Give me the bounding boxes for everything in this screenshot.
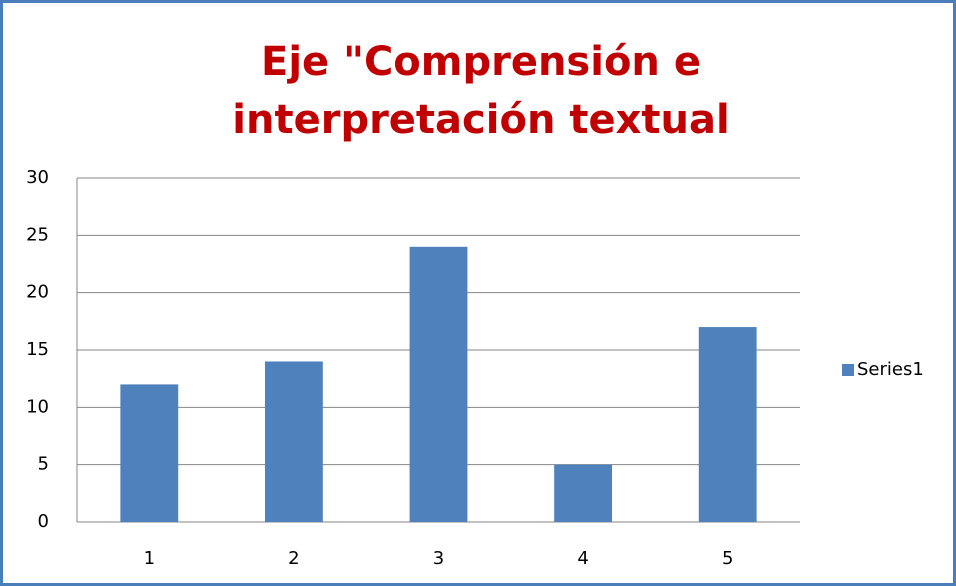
bar bbox=[409, 246, 468, 523]
bar bbox=[264, 361, 323, 522]
x-tick-label: 3 bbox=[433, 548, 444, 569]
y-tick-label: 20 bbox=[26, 282, 49, 303]
bar bbox=[698, 327, 757, 522]
chart-title: Eje "Comprensión e interpretación textua… bbox=[232, 39, 730, 143]
x-tick-label: 1 bbox=[144, 548, 155, 569]
y-tick-label: 30 bbox=[26, 167, 49, 188]
bar bbox=[120, 384, 179, 522]
bar bbox=[554, 464, 613, 522]
legend-swatch bbox=[842, 364, 854, 376]
x-tick-label: 5 bbox=[722, 548, 733, 569]
x-tick-label: 4 bbox=[577, 548, 588, 569]
y-tick-label: 15 bbox=[26, 339, 49, 360]
chart: 0 5 10 15 20 25 30 1 2 3 4 5 Series1 bbox=[26, 167, 924, 569]
y-tick-label: 5 bbox=[38, 454, 49, 475]
y-tick-label: 0 bbox=[38, 511, 49, 532]
y-tick-label: 25 bbox=[26, 224, 49, 245]
x-tick-label: 2 bbox=[288, 548, 299, 569]
y-tick-label: 10 bbox=[26, 396, 49, 417]
legend-label: Series1 bbox=[857, 359, 924, 380]
